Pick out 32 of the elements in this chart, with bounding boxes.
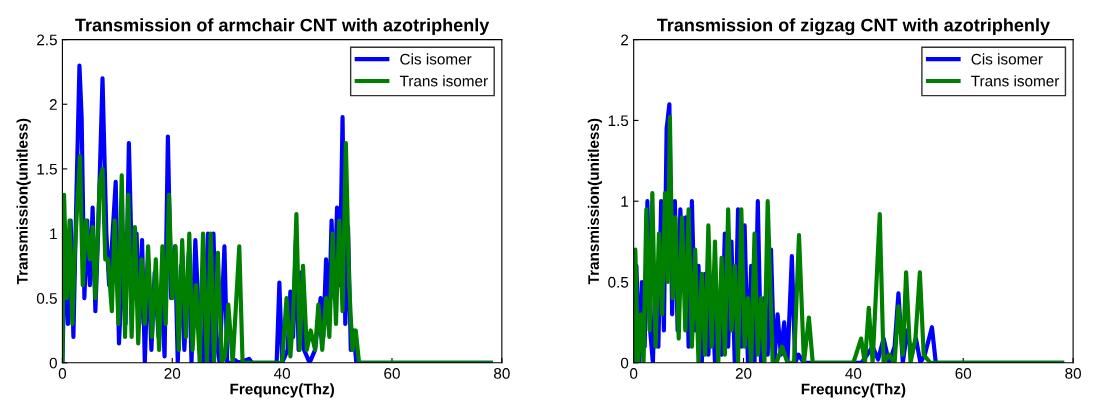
y-tick-label: 2 xyxy=(49,99,57,110)
legend-label: Cis isomer xyxy=(971,53,1043,65)
y-tick-label: 0.5 xyxy=(36,293,57,304)
line-series xyxy=(62,140,493,363)
y-tick-label: 2.5 xyxy=(37,34,57,46)
y-tick-label: 1 xyxy=(50,228,57,240)
x-tick-label: 80 xyxy=(494,368,510,379)
x-tick-label: 80 xyxy=(1065,368,1081,379)
y-tick-label: 1 xyxy=(621,196,629,207)
y-tick-label: 0 xyxy=(49,357,57,369)
y-tick-label: 0.5 xyxy=(608,276,629,288)
x-axis-title: Frequncy(Thz) xyxy=(801,383,906,398)
y-tick-label: 1.5 xyxy=(608,115,629,127)
x-tick-label: 60 xyxy=(955,368,972,379)
y-axis-title: Transmission(unitless) xyxy=(587,118,603,285)
x-tick-label: 20 xyxy=(164,368,181,379)
x-tick-label: 0 xyxy=(630,368,638,379)
x-tick-label: 40 xyxy=(273,368,291,379)
x-tick-label: 0 xyxy=(58,368,67,379)
x-axis-title: Frequncy(Thz) xyxy=(230,383,334,398)
legend-label: Trans isomer xyxy=(971,75,1060,87)
y-tick-label: 0 xyxy=(620,357,629,369)
y-tick-label: 2 xyxy=(621,34,629,46)
x-tick-label: 60 xyxy=(384,368,400,379)
chart-title: Transmission of zigzag CNT with azotriphenly xyxy=(656,18,1050,36)
chart-title: Transmission of armchair CNT with azotriphenly xyxy=(75,18,490,36)
y-tick-label: 1.5 xyxy=(37,163,57,175)
legend-label: Trans isomer xyxy=(399,75,488,87)
y-axis-title: Transmission(unitless) xyxy=(16,118,31,285)
legend-label: Cis isomer xyxy=(400,53,472,65)
x-tick-label: 20 xyxy=(735,368,752,379)
x-tick-label: 40 xyxy=(845,368,862,379)
